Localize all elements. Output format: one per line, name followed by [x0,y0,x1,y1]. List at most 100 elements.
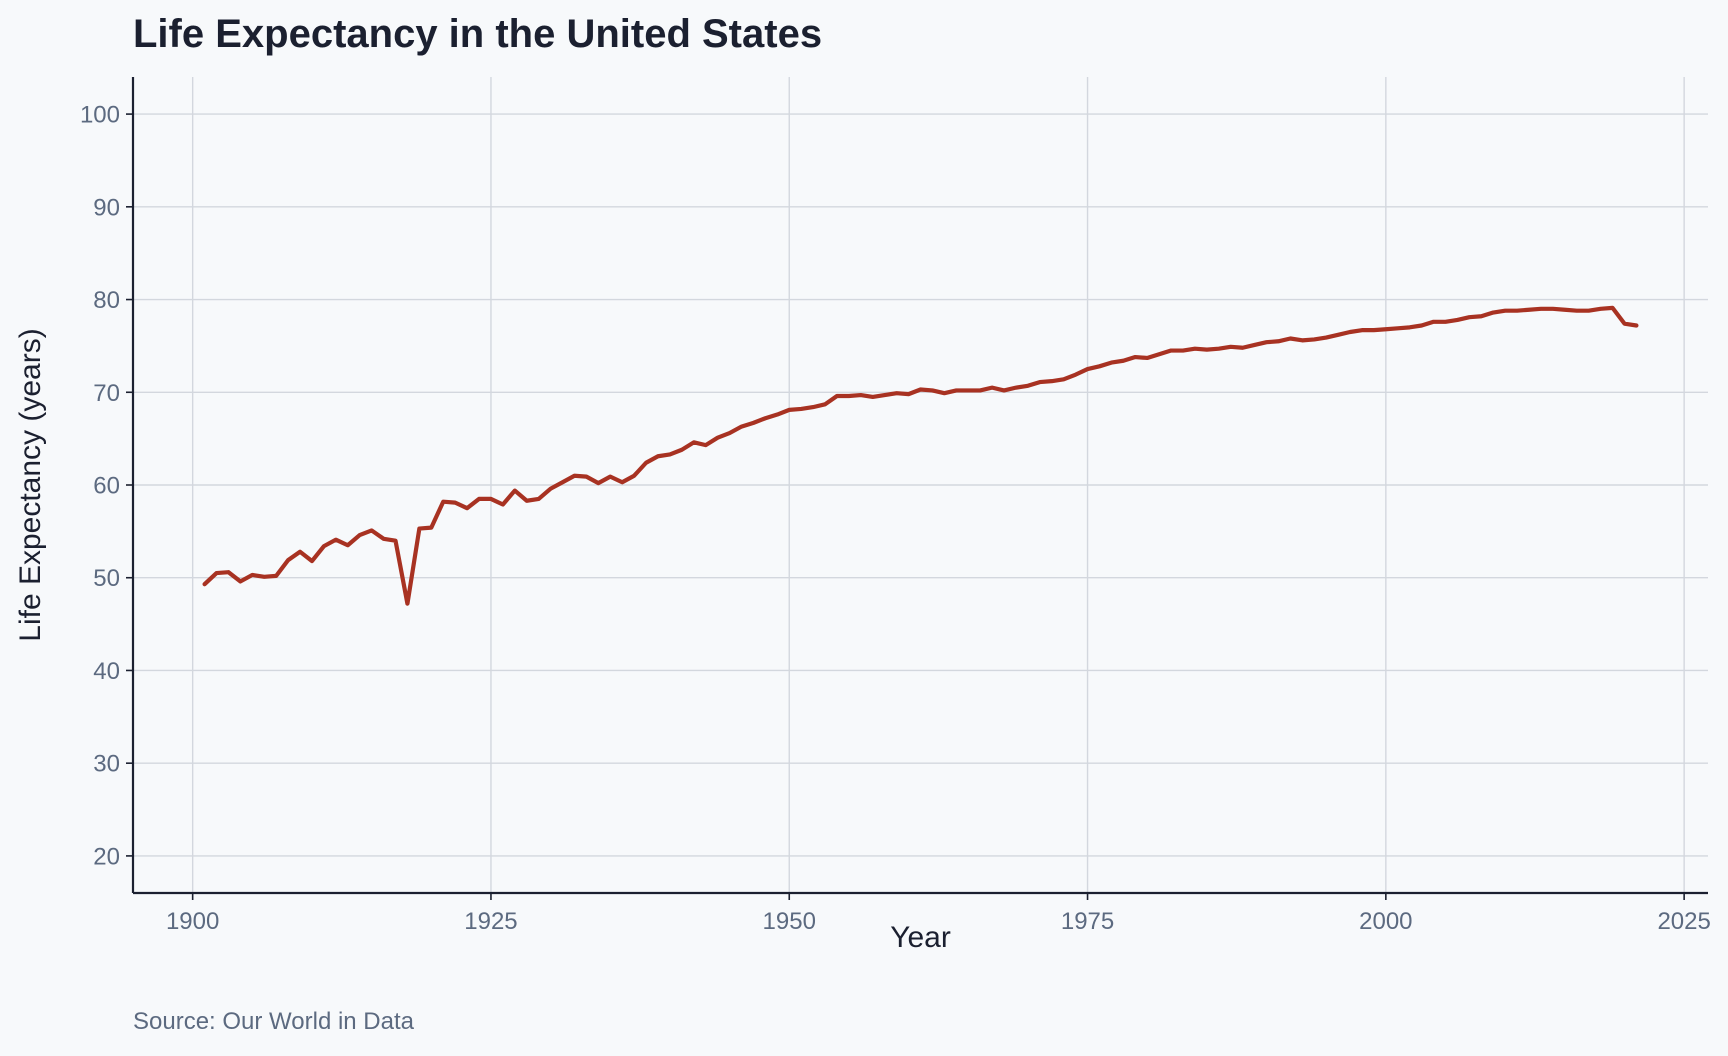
data-point-1937 [632,474,636,478]
y-axis-title: Life Expectancy (years) [14,328,47,641]
data-point-1933 [584,475,588,479]
data-point-2018 [1599,307,1603,311]
data-point-1914 [358,533,362,537]
data-point-1911 [322,544,326,548]
data-point-1999 [1372,328,1376,332]
data-point-1989 [1253,343,1257,347]
data-point-1998 [1360,328,1364,332]
data-point-1920 [429,526,433,530]
data-point-1932 [572,474,576,478]
data-point-1929 [537,497,541,501]
data-point-1988 [1241,346,1245,350]
data-point-1924 [477,497,481,501]
data-point-2004 [1432,320,1436,324]
data-point-1942 [692,440,696,444]
tick-marks-and-labels: 1900 1925 1950 1975 2000 2025 20 30 40 50 60 70 80 90… [80,102,1711,935]
y-tick-label-20: 20 [93,843,120,870]
data-point-1994 [1312,337,1316,341]
x-tick-label-1950: 1950 [763,908,816,935]
data-point-1958 [883,393,887,397]
data-point-1993 [1300,338,1304,342]
data-point-1985 [1205,348,1209,352]
data-point-2008 [1479,314,1483,318]
data-point-1976 [1097,364,1101,368]
data-point-1909 [298,550,302,554]
data-point-1934 [596,481,600,485]
data-point-1943 [704,443,708,447]
data-point-1912 [334,538,338,542]
data-point-1975 [1086,367,1090,371]
data-point-1917 [394,539,398,543]
data-point-1928 [525,499,529,503]
data-point-2007 [1467,315,1471,319]
data-point-1982 [1169,349,1173,353]
data-point-2000 [1384,327,1388,331]
data-point-1972 [1050,379,1054,383]
y-tick-label-100: 100 [80,102,120,129]
y-tick-label-30: 30 [93,751,120,778]
data-point-2020 [1622,322,1626,326]
chart-title: Life Expectancy in the United States [133,12,823,56]
data-point-1926 [501,502,505,506]
data-point-1997 [1348,330,1352,334]
data-point-1954 [835,394,839,398]
data-point-1968 [1002,388,1006,392]
data-point-1991 [1276,339,1280,343]
data-point-1995 [1324,336,1328,340]
data-point-1990 [1265,340,1269,344]
x-tick-label-1975: 1975 [1061,908,1114,935]
data-point-1979 [1133,355,1137,359]
y-tick-label-40: 40 [93,658,120,685]
y-tick-label-90: 90 [93,194,120,221]
data-point-1905 [250,573,254,577]
data-point-1964 [954,388,958,392]
y-tick-label-50: 50 [93,565,120,592]
series-layer [202,305,1639,606]
data-point-1925 [489,497,493,501]
data-point-2013 [1539,307,1543,311]
data-point-1906 [262,575,266,579]
data-point-2010 [1503,309,1507,313]
data-point-1948 [763,416,767,420]
data-point-1902 [215,571,219,575]
data-point-2021 [1634,324,1638,328]
data-point-1996 [1336,333,1340,337]
data-point-2009 [1491,311,1495,315]
data-point-1949 [775,413,779,417]
data-point-1973 [1062,377,1066,381]
series-line-0 [202,305,1639,606]
data-point-2014 [1551,307,1555,311]
data-point-1974 [1074,373,1078,377]
data-point-1955 [847,394,851,398]
source-note: Source: Our World in Data [133,1008,415,1035]
grid-lines [133,77,1708,893]
data-point-1939 [656,454,660,458]
data-point-1980 [1145,356,1149,360]
data-point-1935 [608,475,612,479]
data-point-2006 [1455,318,1459,322]
data-point-1953 [823,402,827,406]
data-point-1907 [274,574,278,578]
data-point-1904 [238,579,242,583]
data-point-1947 [751,421,755,425]
data-point-1956 [859,393,863,397]
data-point-1961 [919,387,923,391]
data-point-1959 [895,391,899,395]
data-point-1941 [680,448,684,452]
data-point-1952 [811,405,815,409]
data-point-1962 [930,388,934,392]
data-point-1916 [382,537,386,541]
data-point-1969 [1014,386,1018,390]
x-axis-title: Year [890,921,951,954]
data-point-1967 [990,386,994,390]
data-point-1903 [226,570,230,574]
data-point-1940 [668,452,672,456]
data-point-1983 [1181,349,1185,353]
data-point-1981 [1157,352,1161,356]
data-point-1946 [740,425,744,429]
data-point-1910 [310,559,314,563]
data-point-1944 [716,436,720,440]
data-point-1913 [346,543,350,547]
data-point-1966 [978,388,982,392]
